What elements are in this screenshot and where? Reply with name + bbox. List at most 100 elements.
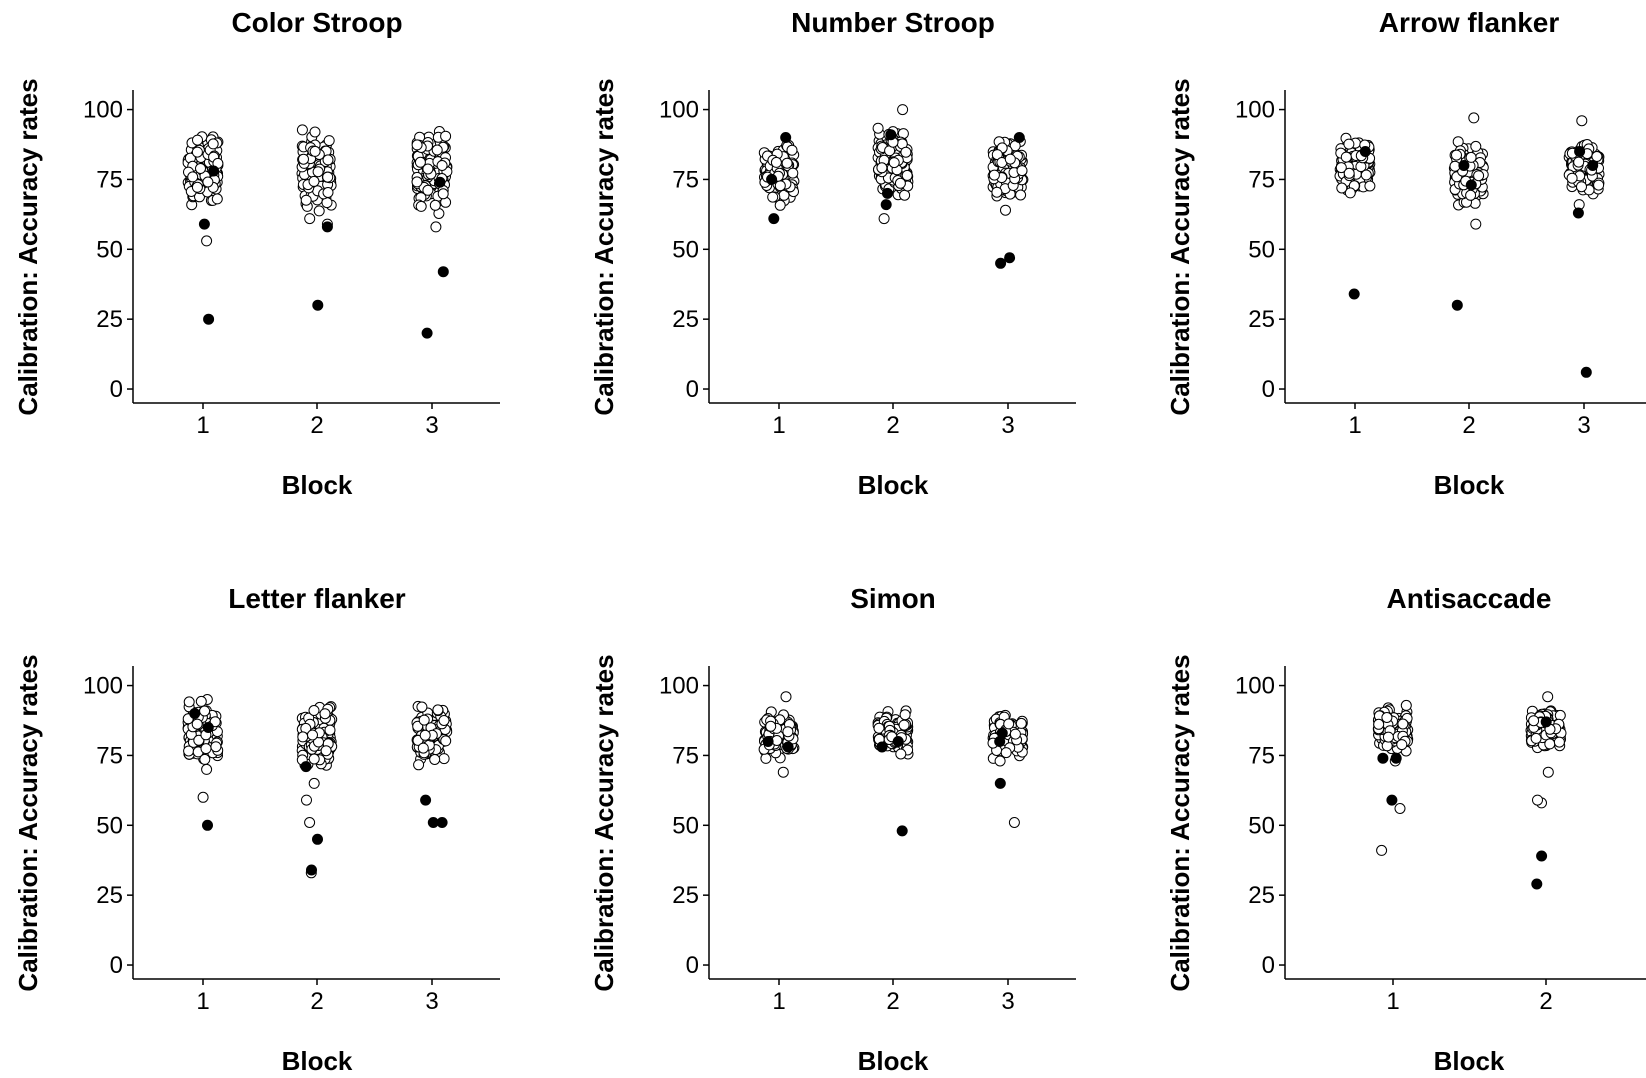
open-data-point xyxy=(298,153,309,165)
x-tick-label: 2 xyxy=(886,412,899,439)
open-data-point xyxy=(296,124,308,136)
open-data-point xyxy=(1344,187,1356,199)
open-data-point xyxy=(1355,161,1367,173)
open-data-point xyxy=(1553,736,1565,748)
open-data-point xyxy=(780,691,792,703)
y-tick-label: 75 xyxy=(96,742,123,769)
y-tick-label: 25 xyxy=(672,882,699,909)
open-data-point xyxy=(309,145,321,157)
open-data-point xyxy=(991,186,1003,198)
x-tick-label: 2 xyxy=(1462,412,1475,439)
open-data-point xyxy=(1573,156,1585,168)
open-data-point xyxy=(1335,162,1347,174)
open-data-point xyxy=(440,130,452,142)
open-data-point xyxy=(1452,136,1464,148)
filled-data-point xyxy=(434,176,446,188)
filled-data-point xyxy=(1390,752,1402,764)
open-data-point xyxy=(322,171,334,183)
x-tick-label: 1 xyxy=(772,988,785,1015)
open-data-point xyxy=(1364,180,1376,192)
chart-panel: Color Stroop 0 25 50 75 100 1 2 3 Block Calibratio… xyxy=(13,7,500,500)
filled-data-point xyxy=(995,257,1007,269)
filled-data-point xyxy=(202,819,213,831)
filled-data-point xyxy=(321,221,333,233)
open-data-point xyxy=(323,135,335,147)
open-data-point xyxy=(774,199,786,211)
open-data-point xyxy=(1343,138,1355,150)
open-data-point xyxy=(1554,709,1566,721)
open-data-point xyxy=(422,184,434,196)
open-data-point xyxy=(1470,218,1482,230)
chart-panel: Antisaccade 0 25 50 75 100 1 2 Block Calibration:… xyxy=(1165,583,1646,1076)
open-data-point xyxy=(309,126,321,138)
open-data-point xyxy=(1532,794,1543,806)
open-data-point xyxy=(201,235,213,247)
open-data-point xyxy=(767,191,779,203)
chart-title: Simon xyxy=(850,583,936,614)
x-axis-title: Block xyxy=(1434,1046,1505,1076)
open-data-point xyxy=(1340,151,1352,163)
open-data-point xyxy=(415,200,427,212)
open-data-point xyxy=(197,791,209,803)
filled-data-point xyxy=(892,736,904,747)
open-data-point xyxy=(774,180,786,192)
y-axis-title: Calibration: Accuracy rates xyxy=(589,654,619,991)
filled-data-point xyxy=(1574,146,1586,157)
x-tick-label: 2 xyxy=(886,988,899,1015)
y-axis-title: Calibration: Accuracy rates xyxy=(589,78,619,415)
y-tick-label: 75 xyxy=(1248,742,1275,769)
open-data-point xyxy=(988,169,1000,181)
open-data-point xyxy=(1382,731,1394,743)
filled-data-point xyxy=(1013,132,1025,143)
open-data-point xyxy=(1016,165,1028,177)
open-data-point xyxy=(878,213,890,225)
y-tick-label: 100 xyxy=(83,673,123,700)
open-data-point xyxy=(308,777,320,789)
open-data-point xyxy=(211,193,223,205)
x-tick-label: 1 xyxy=(1386,988,1399,1015)
x-tick-label: 1 xyxy=(196,988,209,1015)
open-data-point xyxy=(413,759,425,771)
chart-title: Color Stroop xyxy=(231,7,402,38)
open-data-point xyxy=(1544,738,1556,750)
open-data-point xyxy=(202,176,214,188)
chart-title: Letter flanker xyxy=(228,583,405,614)
x-tick-label: 1 xyxy=(1348,412,1361,439)
open-data-point xyxy=(431,144,443,156)
open-data-point xyxy=(304,213,316,225)
filled-data-point xyxy=(1359,146,1371,157)
filled-data-point xyxy=(876,741,888,753)
open-data-point xyxy=(894,177,906,189)
open-data-point xyxy=(888,157,900,169)
y-axis-title: Calibration: Accuracy rates xyxy=(1165,78,1195,415)
open-data-point xyxy=(304,817,316,828)
open-data-point xyxy=(895,748,907,760)
open-data-point xyxy=(195,163,206,174)
open-data-point xyxy=(1593,179,1605,191)
filled-data-point xyxy=(436,817,448,828)
open-data-point xyxy=(411,139,423,151)
filled-data-point xyxy=(1531,878,1543,890)
filled-data-point xyxy=(885,129,897,141)
open-data-point xyxy=(786,144,798,156)
open-data-point xyxy=(322,187,334,198)
filled-data-point xyxy=(1465,179,1477,191)
open-data-point xyxy=(199,705,211,717)
open-data-point xyxy=(210,741,222,753)
open-data-point xyxy=(782,726,794,738)
open-data-point xyxy=(1015,717,1027,729)
open-data-point xyxy=(1015,189,1027,201)
x-tick-label: 2 xyxy=(310,988,323,1015)
open-data-point xyxy=(416,701,428,713)
open-data-point xyxy=(437,188,449,200)
y-tick-label: 75 xyxy=(96,166,123,193)
x-axis-title: Block xyxy=(282,470,353,500)
y-tick-label: 100 xyxy=(1235,673,1275,700)
open-data-point xyxy=(195,695,207,707)
open-data-point xyxy=(308,753,320,765)
x-axis-title: Block xyxy=(1434,470,1505,500)
filled-data-point xyxy=(1004,252,1016,264)
x-tick-label: 3 xyxy=(425,412,438,439)
y-tick-label: 0 xyxy=(686,376,699,403)
chart-title: Number Stroop xyxy=(791,7,995,38)
